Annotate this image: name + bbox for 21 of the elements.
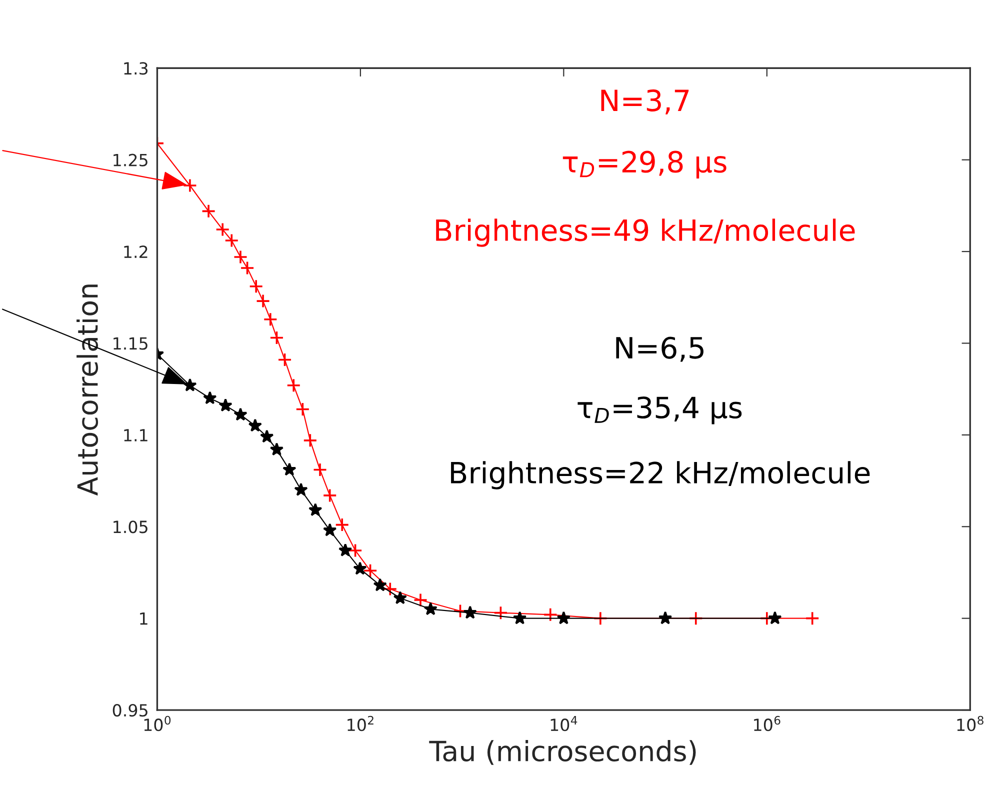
x-tick-label: 10$^{4}$ (550, 716, 578, 732)
annotation: N=6,5 (616, 336, 704, 362)
y-tick-label: 0.95 (112, 704, 148, 717)
annotation: τ$_{D}$=29,8 µs (562, 150, 726, 178)
y-tick-label: 1.3 (124, 62, 148, 75)
y-axis-title: Autocorrelation (76, 284, 98, 496)
annotation: Brightness=22 kHz/molecule (451, 461, 870, 490)
annotation: Brightness=49 kHz/molecule (436, 218, 855, 247)
y-tick-label: 1.1 (124, 429, 148, 442)
x-tick-label: 10$^{8}$ (957, 716, 984, 732)
x-tick-label: 10$^{0}$ (144, 716, 171, 732)
annotation: N=3,7 (601, 89, 689, 114)
annotation: τ$_{D}$=35,4 µs (578, 396, 742, 424)
x-tick-label: 10$^{2}$ (348, 716, 374, 732)
y-tick-label: 1.25 (114, 154, 148, 166)
y-tick-label: 1.05 (114, 520, 148, 534)
y-tick-label: 1.15 (114, 337, 148, 350)
y-tick-label: 1 (140, 612, 148, 625)
x-tick-label: 10$^{6}$ (754, 716, 780, 732)
y-tick-label: 1.2 (124, 245, 148, 258)
x-axis-title: Tau (microseconds) (429, 740, 696, 765)
